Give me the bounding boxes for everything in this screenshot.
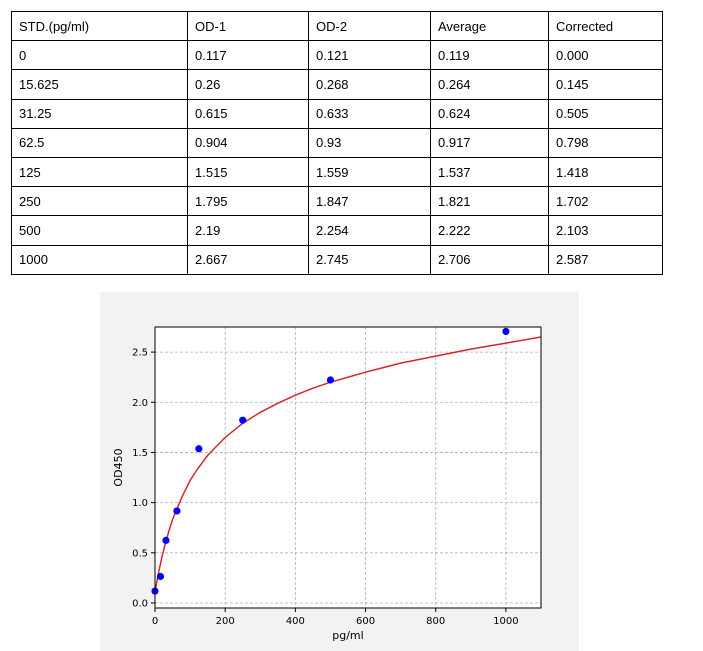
y-tick-label: 1.0 [132,498,148,509]
table-row: 0 0.117 0.121 0.119 0.000 [11,40,663,71]
x-tick-label: 0 [152,616,158,627]
points-layer [151,327,510,595]
table-cell: 2.19 [187,215,309,246]
y-tick-label: 0.0 [132,598,148,609]
data-point [156,572,165,581]
data-point [239,416,247,424]
table-cell: 250 [11,186,188,217]
table-cell: 1000 [11,244,188,275]
table-cell: 500 [11,215,188,246]
table-cell: 2.222 [430,215,549,246]
table-cell: 1.702 [548,186,663,217]
table-cell: 2.745 [308,244,431,275]
table-cell: 0.615 [187,98,309,129]
data-point [326,376,335,384]
table-cell: 0.26 [187,69,309,100]
x-tick-label: 200 [216,616,235,627]
grid [154,327,541,608]
table-cell: 0.264 [430,69,549,100]
table-cell: 1.847 [308,186,431,217]
table-cell: 1.515 [187,156,309,188]
table-cell: 1.418 [548,156,663,188]
table-row: 500 2.19 2.254 2.222 2.103 [11,215,663,246]
y-tick-label: 2.5 [132,348,148,359]
standard-curve-chart: 0 200 400 600 800 1000 0.0 0.5 1.0 1.5 2.0 2.5 pg/m… [112,326,542,642]
x-tick-label: 600 [356,616,375,627]
fit-curve [155,336,541,593]
table-cell: 0.505 [548,98,663,129]
standard-curve-figure: 0 200 400 600 800 1000 0.0 0.5 1.0 1.5 2.0 2.5 pg/m… [100,292,579,651]
table-header-cell: STD.(pg/ml) [11,10,188,42]
table-cell: 31.25 [11,98,188,129]
data-point [162,536,170,544]
ticks: 0 200 400 600 800 1000 0.0 0.5 1.0 1.5 2.0 2.5 [132,348,519,627]
table-cell: 2.667 [187,244,309,275]
x-tick-label: 400 [286,616,305,627]
table-cell: 0.633 [308,98,431,129]
table-row: 15.625 0.26 0.268 0.264 0.145 [11,69,663,100]
table-cell: 62.5 [11,127,188,158]
table-cell: 1.559 [308,156,431,188]
table-cell: 2.587 [548,244,663,275]
table-cell: 0.000 [548,40,663,71]
x-tick-label: 800 [426,616,445,627]
table-header-row: STD.(pg/ml) OD-1 OD-2 Average Corrected [11,10,663,42]
table-cell: 2.103 [548,215,663,246]
table-row: 1000 2.667 2.745 2.706 2.587 [11,244,663,275]
table-header-cell: OD-1 [187,10,309,42]
table-cell: 0.798 [548,127,663,158]
table-cell: 125 [11,156,188,188]
standard-table: STD.(pg/ml) OD-1 OD-2 Average Corrected 0 0.11… [11,10,663,275]
table-cell: 0.624 [430,98,549,129]
table-cell: 15.625 [11,69,188,100]
table-cell: 2.706 [430,244,549,275]
table-cell: 2.254 [308,215,431,246]
table-cell: 0.904 [187,127,309,158]
table-cell: 0.93 [308,127,431,158]
table-cell: 1.537 [430,156,549,188]
y-tick-label: 2.0 [132,398,148,409]
y-tick-label: 0.5 [132,548,148,559]
table-cell: 1.795 [187,186,309,217]
table-row: 31.25 0.615 0.633 0.624 0.505 [11,98,663,129]
table-row: 250 1.795 1.847 1.821 1.702 [11,186,663,217]
x-axis-label: pg/ml [332,629,363,642]
table-cell: 1.821 [430,186,549,217]
y-axis-label: OD450 [112,448,125,486]
table-cell: 0.145 [548,69,663,100]
table-header-cell: Average [430,10,549,42]
table-header-cell: OD-2 [308,10,431,42]
table-cell: 0.917 [430,127,549,158]
table-row: 62.5 0.904 0.93 0.917 0.798 [11,127,663,158]
y-tick-label: 1.5 [132,448,148,459]
data-point [195,445,203,453]
table-header-cell: Corrected [548,10,663,42]
table-cell: 0 [11,40,188,71]
table-cell: 0.117 [187,40,309,71]
data-point [173,507,181,515]
x-tick-label: 1000 [493,616,518,627]
table-cell: 0.121 [308,40,431,71]
table-row: 125 1.515 1.559 1.537 1.418 [11,156,663,188]
table-cell: 0.119 [430,40,549,71]
plot-frame [154,326,542,609]
table-cell: 0.268 [308,69,431,100]
data-point [502,327,510,336]
fit-curve-layer [155,336,541,593]
